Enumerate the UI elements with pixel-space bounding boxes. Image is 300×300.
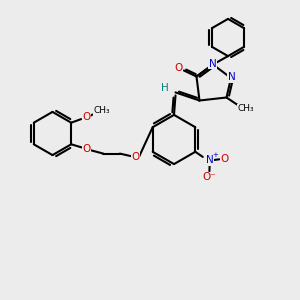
Text: N: N (206, 155, 214, 165)
Text: O: O (220, 154, 229, 164)
Text: O⁻: O⁻ (203, 172, 217, 182)
Text: O: O (131, 152, 140, 162)
Text: H: H (161, 83, 169, 93)
Text: O: O (83, 144, 91, 154)
Text: O: O (174, 63, 183, 73)
Text: N: N (208, 59, 216, 69)
Text: CH₃: CH₃ (94, 106, 110, 115)
Text: +: + (212, 152, 218, 158)
Text: CH₃: CH₃ (237, 104, 254, 113)
Text: N: N (228, 72, 236, 82)
Text: O: O (82, 112, 90, 122)
